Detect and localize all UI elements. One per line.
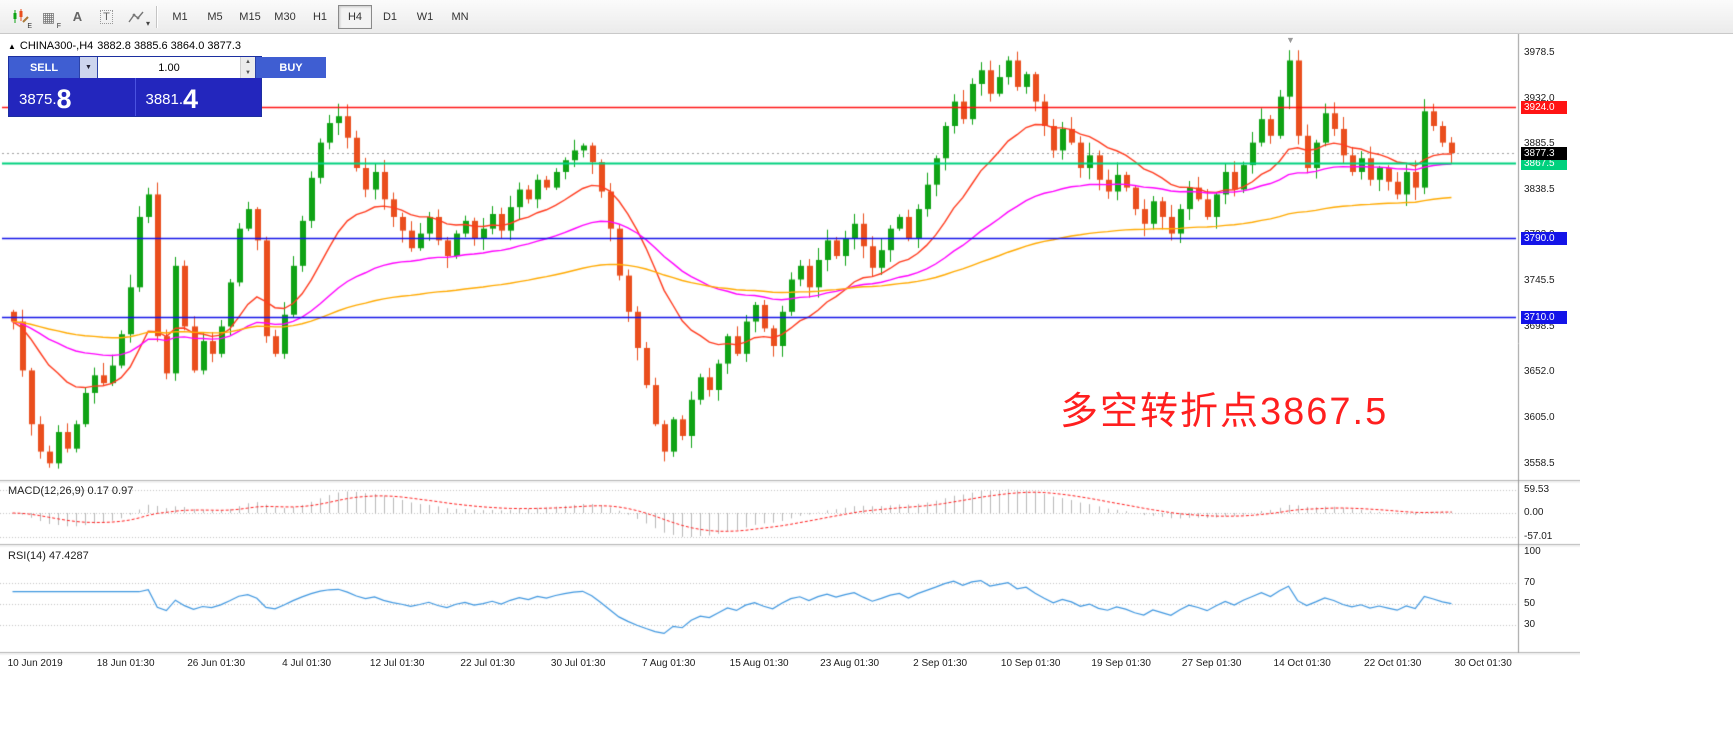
x-axis-date: 14 Oct 01:30 bbox=[1273, 658, 1331, 669]
price-line-badge: 3924.0 bbox=[1521, 101, 1567, 115]
timeframe-button-h4[interactable]: H4 bbox=[338, 4, 372, 29]
timeframe-button-d1[interactable]: D1 bbox=[382, 10, 398, 23]
text-letter-icon: A bbox=[72, 8, 83, 24]
text-box-icon: T bbox=[100, 9, 113, 24]
buy-price-display[interactable]: 3881. 4 bbox=[134, 78, 262, 116]
collapse-arrow-icon[interactable]: ▲ bbox=[8, 42, 16, 51]
timeframe-button-h1[interactable]: H1 bbox=[312, 10, 328, 23]
text-box-button[interactable]: T bbox=[92, 3, 121, 31]
x-axis-date: 4 Jul 01:30 bbox=[282, 658, 332, 669]
x-axis-date: 2 Sep 01:30 bbox=[913, 658, 968, 669]
volume-input[interactable] bbox=[98, 57, 240, 78]
line-studies-button[interactable]: ▾ bbox=[121, 3, 150, 31]
x-axis-date: 26 Jun 01:30 bbox=[187, 658, 246, 669]
timeframe-button-m1[interactable]: M1 bbox=[172, 10, 188, 23]
rsi-axis-tick: 70 bbox=[1524, 577, 1536, 589]
macd-indicator-label: MACD(12,26,9) 0.17 0.97 bbox=[8, 485, 134, 497]
rsi-axis-tick: 50 bbox=[1524, 598, 1536, 610]
grid-tool-button[interactable]: ▦ F bbox=[34, 3, 63, 31]
sell-price-big-digit: 8 bbox=[56, 84, 72, 114]
buy-button[interactable]: BUY bbox=[256, 57, 326, 78]
macd-axis-tick: 0.00 bbox=[1524, 507, 1544, 518]
tool-sub-label: F bbox=[56, 22, 61, 30]
price-line-badge: 3790.0 bbox=[1521, 232, 1567, 246]
chart-window: ▲ CHINA300-,H4 3882.8 3885.6 3864.0 3877.3… bbox=[0, 34, 1733, 748]
x-axis-date: 23 Aug 01:30 bbox=[820, 658, 880, 669]
y-axis-tick: 3978.5 bbox=[1524, 47, 1555, 59]
x-axis-date: 30 Jul 01:30 bbox=[550, 658, 606, 669]
symbol-label: CHINA300-,H4 bbox=[19, 40, 94, 52]
timeframe-button-m30[interactable]: M30 bbox=[274, 10, 296, 23]
rsi-axis-tick: 100 bbox=[1524, 546, 1541, 557]
current-price-badge: 3877.3 bbox=[1521, 147, 1567, 161]
x-axis-date: 10 Sep 01:30 bbox=[1000, 658, 1061, 669]
text-annotation-button[interactable]: A bbox=[63, 3, 92, 31]
volume-dropdown-button[interactable]: ▼ bbox=[79, 57, 97, 78]
y-axis-tick: 3745.5 bbox=[1524, 274, 1555, 286]
y-axis-tick: 3558.5 bbox=[1524, 457, 1555, 469]
x-axis-date: 15 Aug 01:30 bbox=[729, 658, 789, 669]
x-axis-date: 30 Oct 01:30 bbox=[1454, 658, 1512, 669]
spinner-down-button[interactable]: ▼ bbox=[241, 67, 255, 78]
tool-sub-label: E bbox=[27, 22, 32, 30]
macd-axis-tick: 59.53 bbox=[1524, 484, 1550, 495]
x-axis-date: 22 Jul 01:30 bbox=[460, 658, 515, 669]
x-axis-date: 22 Oct 01:30 bbox=[1364, 658, 1422, 669]
y-axis-tick: 3932.0 bbox=[1524, 92, 1555, 104]
one-click-trade-panel: SELL ▼ ▲ ▼ BUY 3875.8 3881.4 bbox=[8, 56, 326, 117]
candlestick-chart-icon bbox=[13, 8, 29, 23]
timeframe-button-mn[interactable]: MN bbox=[451, 10, 469, 23]
grid-icon: ▦ bbox=[41, 8, 56, 25]
sell-button[interactable]: SELL bbox=[9, 57, 79, 78]
buy-price-big-digit: 4 bbox=[183, 84, 199, 114]
x-axis-date: 18 Jun 01:30 bbox=[96, 658, 155, 669]
price-chart-canvas[interactable] bbox=[0, 34, 1580, 714]
rsi-indicator-label: RSI(14) 47.4287 bbox=[8, 550, 89, 562]
spinner-up-button[interactable]: ▲ bbox=[241, 57, 255, 68]
timeframe-button-m5[interactable]: M5 bbox=[207, 10, 223, 23]
line-studies-icon bbox=[127, 11, 144, 22]
y-axis-tick: 3885.5 bbox=[1524, 138, 1555, 150]
toolbar-separator bbox=[156, 5, 157, 28]
price-line-badge: 3710.0 bbox=[1521, 310, 1567, 324]
toolbar: E ▦ F A T ▾ M1 M5 M15 M30 H1 H4 D1 W1 MN bbox=[0, 0, 1733, 34]
chart-header: ▲ CHINA300-,H4 3882.8 3885.6 3864.0 3877.3 bbox=[8, 40, 245, 52]
x-axis-date: 27 Sep 01:30 bbox=[1181, 658, 1242, 669]
y-axis-tick: 3652.0 bbox=[1524, 366, 1555, 378]
volume-spinner: ▲ ▼ bbox=[240, 57, 255, 78]
volume-box: ▲ ▼ bbox=[97, 57, 256, 78]
timeframe-button-m15[interactable]: M15 bbox=[239, 10, 261, 23]
candlestick-chart-tool-button[interactable]: E bbox=[5, 3, 34, 31]
sell-price-main: 3875. bbox=[19, 91, 57, 108]
y-axis-tick: 3838.5 bbox=[1524, 184, 1555, 196]
sell-price-display[interactable]: 3875. 8 bbox=[9, 78, 135, 116]
timeframe-group: M1 M5 M15 M30 H1 H4 D1 W1 MN bbox=[163, 4, 477, 29]
x-axis-date: 7 Aug 01:30 bbox=[641, 658, 696, 669]
chart-shift-marker-icon[interactable]: ▼ bbox=[1286, 35, 1295, 45]
y-axis-tick: 3605.0 bbox=[1524, 412, 1555, 424]
buy-price-main: 3881. bbox=[145, 91, 184, 108]
y-axis-tick: 3698.5 bbox=[1524, 320, 1555, 332]
chevron-down-icon: ▾ bbox=[145, 18, 150, 28]
rsi-axis-tick: 30 bbox=[1524, 619, 1536, 631]
x-axis-date: 10 Jun 2019 bbox=[7, 658, 63, 669]
macd-axis-tick: -57.01 bbox=[1524, 531, 1553, 542]
x-axis-date: 12 Jul 01:30 bbox=[369, 658, 425, 669]
timeframe-button-w1[interactable]: W1 bbox=[416, 10, 434, 23]
x-axis-date: 19 Sep 01:30 bbox=[1091, 658, 1151, 669]
ohlc-label: 3882.8 3885.6 3864.0 3877.3 bbox=[97, 40, 242, 52]
